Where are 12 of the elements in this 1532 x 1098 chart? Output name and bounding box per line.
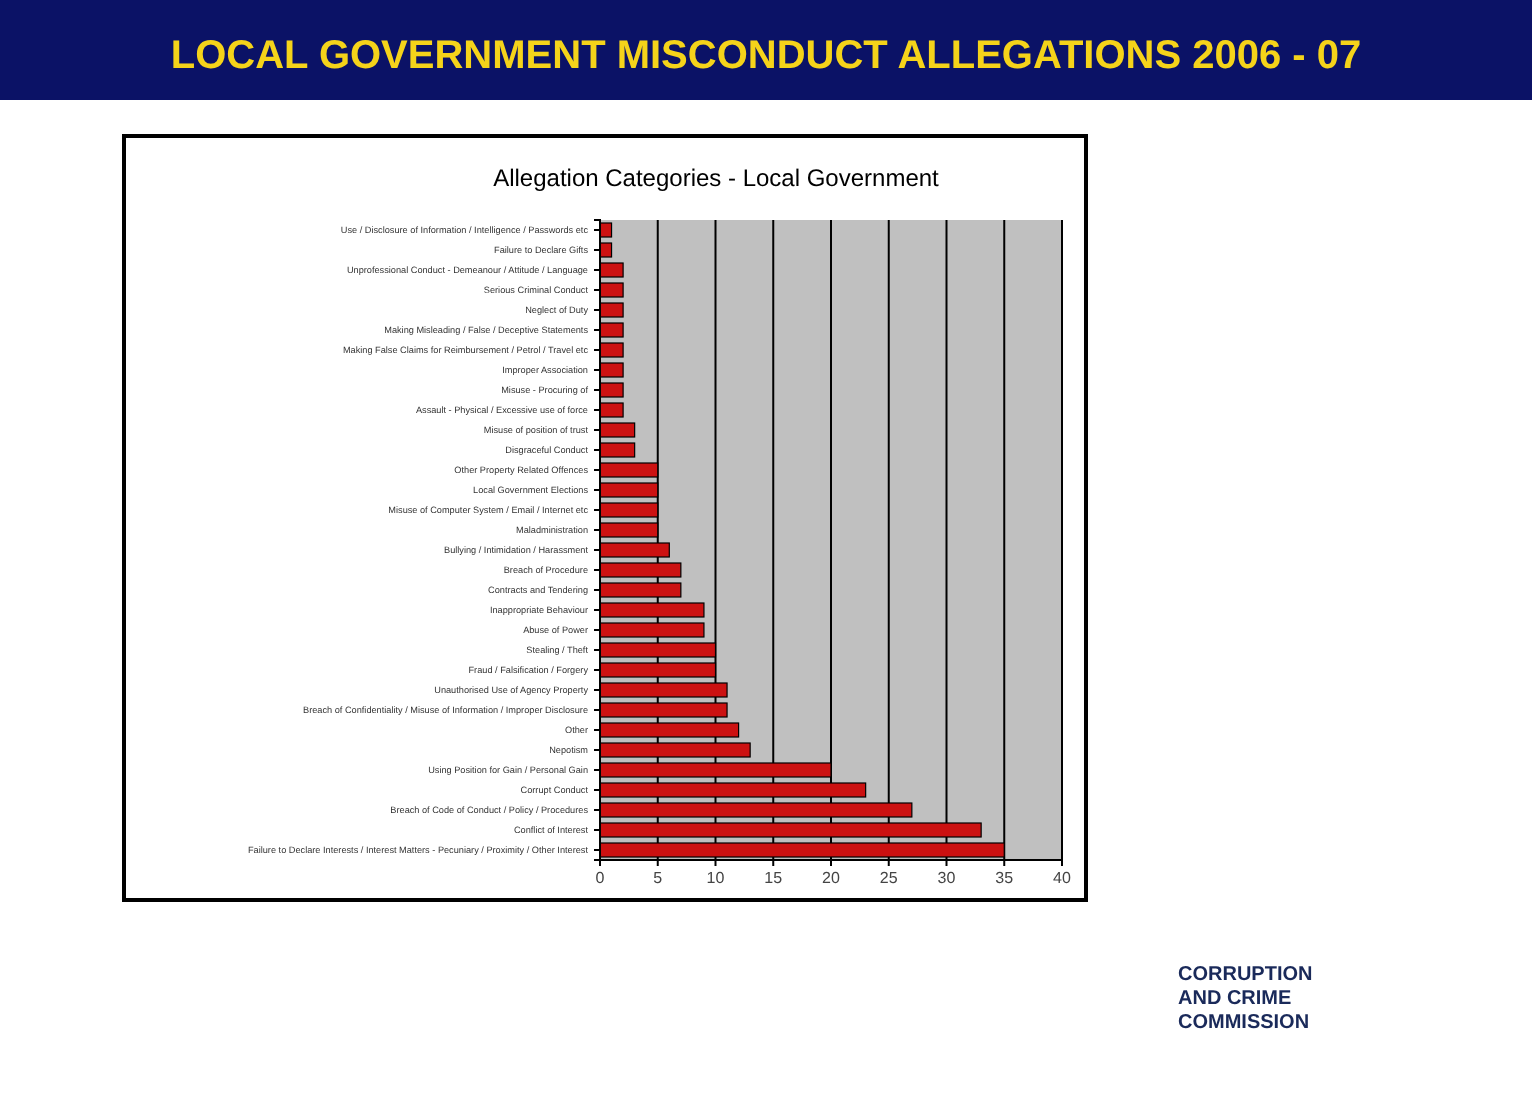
x-tick-label: 25 [879, 869, 899, 888]
x-tick-label: 30 [937, 869, 957, 888]
x-tick-label: 10 [706, 869, 726, 888]
x-tick-label: 40 [1053, 869, 1072, 888]
text: CORRUPTION AND CRIME COMMISSION [1178, 964, 1313, 1034]
x-tick-label: 15 [764, 869, 784, 888]
chart-title: LOCAL GOVERNMENT MISCONDUCT ALLEGATIONS 2006 - 07 [170, 34, 1362, 78]
chart-subtitle: Allegation Categories - Local Government [493, 164, 941, 192]
x-tick-label: 5 [653, 869, 664, 888]
x-tick-label: 0 [595, 869, 606, 888]
x-tick-label: 20 [822, 869, 841, 888]
x-tick-label: 35 [995, 869, 1015, 888]
